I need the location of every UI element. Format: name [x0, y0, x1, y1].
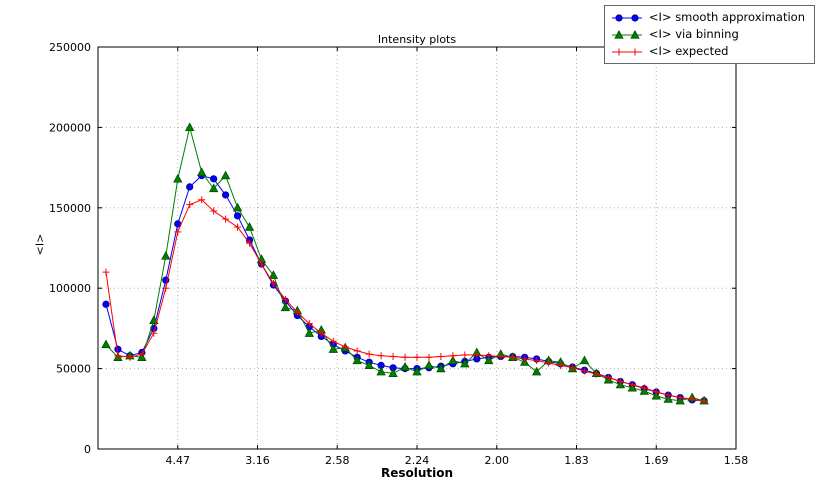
triangle-marker-icon [436, 363, 446, 373]
triangle-marker-icon [388, 368, 398, 378]
legend-item-expected: <I> expected [611, 44, 805, 59]
y-tick-label: 50000 [56, 363, 91, 376]
triangle-marker-icon [460, 358, 470, 368]
circle-marker-icon [102, 300, 110, 308]
legend-item-smooth-approximation: <I> smooth approximation [611, 10, 805, 25]
y-axis-label: <I> [33, 233, 47, 256]
x-tick-label: 3.16 [245, 454, 270, 467]
triangle-marker-icon [244, 222, 255, 231]
triangle-marker-icon [364, 360, 374, 369]
x-tick-label: 2.58 [325, 454, 350, 467]
triangle-marker-icon [304, 328, 315, 337]
triangle-marker-icon [400, 361, 410, 371]
legend-key-plus-icon [611, 45, 643, 59]
triangle-marker-icon [484, 355, 494, 365]
legend-label-smooth-approximation: <I> smooth approximation [648, 10, 805, 24]
x-tick-label: 1.83 [564, 454, 589, 467]
triangle-marker-icon [220, 170, 231, 180]
circle-marker-icon [114, 345, 122, 353]
circle-marker-icon [615, 13, 623, 22]
circle-marker-icon [210, 175, 218, 183]
triangle-marker-icon [268, 270, 279, 279]
triangle-marker-icon [663, 394, 673, 403]
x-tick-label: 4.47 [166, 454, 191, 467]
triangle-marker-icon [412, 366, 422, 376]
y-tick-label: 200000 [49, 121, 91, 134]
circle-marker-icon [631, 13, 639, 22]
circle-marker-icon [186, 183, 194, 191]
circle-marker-icon [222, 191, 230, 199]
y-tick-label: 0 [84, 443, 91, 456]
legend: <I> smooth approximation <I> via binning… [603, 5, 815, 64]
x-tick-label: 2.24 [405, 454, 430, 467]
x-tick-label: 1.69 [644, 454, 669, 467]
triangle-marker-icon [161, 250, 171, 260]
triangle-marker-icon [185, 122, 195, 131]
triangle-marker-icon [197, 167, 207, 177]
triangle-marker-icon [531, 366, 542, 376]
legend-item-via-binning: <I> via binning [611, 27, 805, 42]
triangle-marker-icon [448, 355, 458, 365]
legend-key-triangle-icon [611, 28, 643, 42]
triangle-marker-icon [101, 339, 111, 349]
y-tick-label: 100000 [49, 282, 91, 295]
triangle-marker-icon [614, 29, 624, 39]
triangle-marker-icon [376, 366, 386, 376]
triangle-marker-icon [173, 173, 183, 183]
triangle-marker-icon [651, 390, 661, 400]
series-2 [102, 196, 708, 405]
axes-frame [97, 46, 737, 450]
series-1 [101, 122, 709, 405]
triangle-marker-icon [232, 202, 243, 212]
triangle-marker-icon [630, 29, 640, 39]
triangle-marker-icon [424, 360, 434, 369]
y-tick-label: 150000 [49, 202, 91, 215]
triangle-marker-icon [352, 355, 362, 365]
x-tick-label: 2.00 [485, 454, 510, 467]
chart-title: Intensity plots [377, 33, 457, 46]
triangle-marker-icon [208, 183, 219, 193]
triangle-marker-icon [149, 315, 159, 324]
triangle-marker-icon [280, 302, 291, 312]
legend-key-circle-icon [611, 11, 643, 25]
legend-label-expected: <I> expected [648, 44, 729, 58]
triangle-marker-icon [579, 355, 590, 365]
triangle-marker-icon [328, 344, 338, 353]
y-tick-label: 250000 [49, 41, 91, 54]
x-tick-label: 1.58 [724, 454, 749, 467]
legend-label-via-binning: <I> via binning [648, 27, 739, 41]
circle-marker-icon [233, 212, 242, 220]
x-axis-label: Resolution [380, 466, 454, 480]
